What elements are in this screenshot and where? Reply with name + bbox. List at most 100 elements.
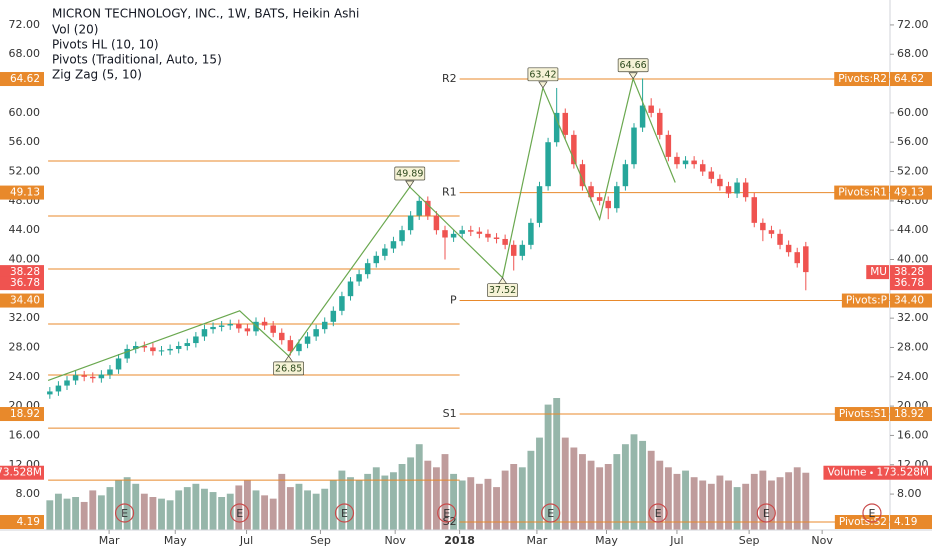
volume-bar [793,467,801,530]
y-tick-label-left: 32.00 [9,311,41,324]
candle-body [562,112,569,135]
right-badge-label-group: Pivots:R1 [834,185,889,200]
candle-body [47,391,53,395]
earnings-label: E [236,507,243,520]
zigzag-label: 26.85 [275,363,302,374]
indicator-label: Pivots HL (10, 10) [52,38,159,52]
volume-bar [579,454,586,530]
volume-bar [458,480,466,530]
volume-bar [132,483,140,530]
pivot-name: R2 [442,72,457,85]
candle-body [399,230,405,242]
candle-body [519,244,526,256]
candle-body [356,274,362,282]
volume-bar [312,493,320,530]
left-badge [0,293,44,308]
y-tick-label-left: 40.00 [9,253,41,266]
volume-bar [158,498,165,530]
y-tick-label: 68.00 [897,47,929,60]
candle-body [476,231,483,234]
candle-body [347,281,354,297]
candle-body [407,215,414,231]
x-tick-label: 2018 [444,534,475,547]
candle-body [803,246,809,273]
zigzag-label: 64.66 [620,60,647,71]
volume-bar [115,480,122,530]
legend: MICRON TECHNOLOGY, INC., 1W, BATS, Heiki… [52,7,359,82]
x-tick-label: Sep [739,534,760,547]
right-badge-value: 18.92 [894,408,924,420]
earnings-marker [756,503,776,523]
candle-body [485,233,491,238]
volume-bar [544,404,552,530]
volume-bar [759,470,767,530]
right-badge-label-bg [834,72,889,87]
candle-body [502,238,508,245]
left-badge-value: 38.28 [10,266,40,278]
candle-body [571,134,577,165]
candle-body [450,233,457,238]
volume-bar [149,497,157,530]
candle-body [588,186,594,198]
volume-bar [201,488,208,530]
zigzag-label-box [527,67,559,82]
left-badge [0,276,44,291]
volume-bar [347,477,354,530]
volume-bar [72,497,80,530]
right-badge [890,72,932,87]
right-volume-value: 173.528M [877,467,929,479]
candle-body [536,186,543,223]
candle-body [227,324,233,326]
y-tick-label: 60.00 [897,106,929,119]
candle-body [665,134,672,157]
volume-bar [690,477,698,530]
candle-body [150,347,156,352]
zigzag-pointer [628,72,638,80]
zigzag-pointer [405,180,415,188]
earnings-label: E [763,507,770,520]
volume-bar [46,500,54,530]
zigzag-pointer [538,81,548,89]
right-badge-label: Pivots:S1 [839,408,887,420]
y-tick-label-left: 60.00 [9,106,41,119]
volume-bar [97,495,105,530]
volume-bar [776,477,784,530]
right-badge-value: 49.13 [894,187,924,199]
volume-bar [235,485,243,530]
candle-body [218,325,225,327]
candle-body [321,321,328,330]
candle-body [631,127,637,165]
right-badge-label: MU [870,266,887,278]
candle-body [528,222,534,245]
volume-bar [536,437,543,530]
volume-bar [355,480,363,530]
x-tick-label: Mar [527,534,548,547]
zigzag-label-box [487,283,518,298]
candle-body [115,358,122,370]
volume-bar [415,444,423,530]
candle-body [416,200,422,216]
candle-body [596,197,603,201]
y-tick-label: 28.00 [897,340,929,353]
candle-body [622,164,629,187]
candle-body [132,346,139,349]
volume-bar [123,477,131,530]
earnings-label: E [443,507,450,520]
right-badge-value: 34.40 [894,295,924,307]
y-tick-label: 72.00 [897,18,929,31]
volume-bar [664,467,672,530]
volume-bar [192,483,200,530]
y-tick-label: 52.00 [897,165,929,178]
candle-body [339,296,345,311]
zigzag-label-box [273,361,304,376]
volume-bar [269,498,277,530]
candle-body [364,263,371,275]
volume-bar [682,470,689,530]
volume-bar [725,480,732,530]
volume-bar [596,467,604,530]
indicator-label: Pivots (Traditional, Auto, 15) [52,53,222,67]
right-badge-value: 4.19 [894,516,917,528]
candle-body [72,375,79,381]
volume-bar [707,483,715,530]
x-tick-label: Mar [99,534,120,547]
